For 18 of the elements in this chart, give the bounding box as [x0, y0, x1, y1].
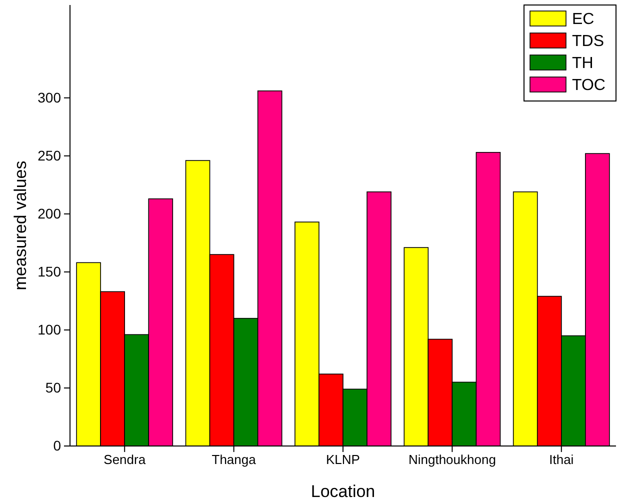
- y-tick-label: 150: [38, 263, 62, 280]
- x-tick-label: Ithai: [549, 452, 574, 468]
- y-tick-label: 50: [45, 379, 62, 396]
- y-tick-label: 250: [38, 147, 62, 164]
- legend-label: EC: [572, 11, 594, 28]
- x-tick-label: KLNP: [326, 452, 360, 468]
- legend-label: TDS: [572, 33, 604, 50]
- y-tick-label: 100: [38, 321, 62, 338]
- x-tick-label: Sendra: [104, 452, 146, 468]
- y-tick-label: 0: [53, 437, 62, 454]
- y-tick-label: 300: [38, 89, 62, 106]
- x-axis-title: Location: [310, 482, 376, 501]
- x-tick-label: Thanga: [212, 452, 257, 468]
- legend-label: TOC: [572, 77, 606, 94]
- x-tick-label: Ningthoukhong: [408, 452, 496, 468]
- y-tick-label: 200: [38, 205, 62, 222]
- y-axis-title: measured values: [11, 160, 30, 290]
- legend-label: TH: [572, 55, 594, 72]
